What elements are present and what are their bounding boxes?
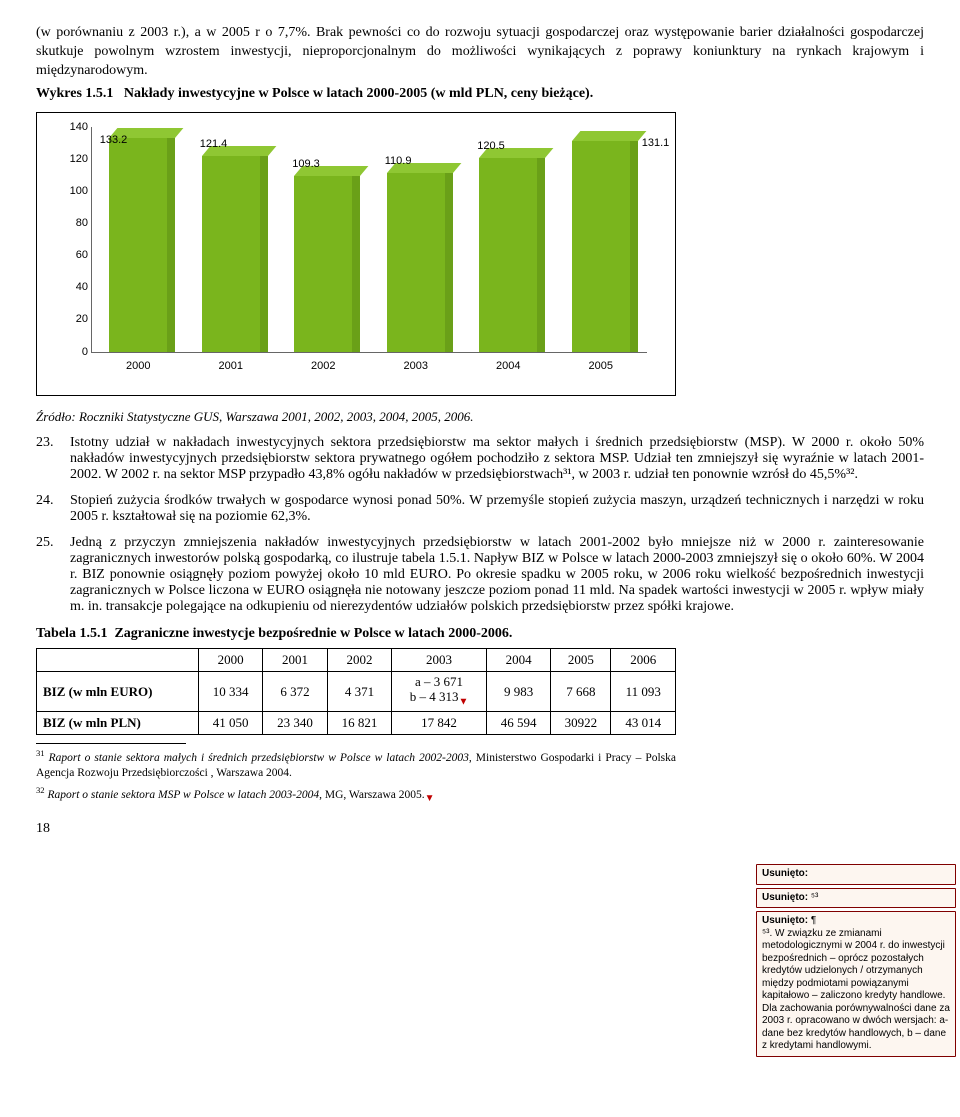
table-title-text: Zagraniczne inwestycje bezpośrednie w Po… <box>114 626 512 641</box>
biz-table: 2000200120022003200420052006BIZ (w mln E… <box>36 648 676 735</box>
table-cell: BIZ (w mln EURO) <box>37 672 199 712</box>
table-cell: 9 983 <box>486 672 550 712</box>
bar: 2001 <box>202 156 260 351</box>
y-tick: 80 <box>64 217 88 229</box>
item-number: 24. <box>36 493 70 525</box>
table-cell: 7 668 <box>551 672 611 712</box>
footnote: 32 Raport o stanie sektora MSP w Polsce … <box>36 785 676 805</box>
intro-paragraph: (w porównaniu z 2003 r.), a w 2005 r o 7… <box>36 24 924 81</box>
y-tick: 20 <box>64 313 88 325</box>
table-cell: 30922 <box>551 712 611 735</box>
value-label: 131.1 <box>642 137 702 149</box>
table-cell: 23 340 <box>263 712 327 735</box>
table-row: BIZ (w mln PLN)41 05023 34016 82117 8424… <box>37 712 676 735</box>
table-cell: 10 334 <box>198 672 262 712</box>
chart-title: Nakłady inwestycyjne w Polsce w latach 2… <box>124 86 593 101</box>
item-number: 25. <box>36 535 70 615</box>
x-label: 2000 <box>109 360 167 372</box>
page-number: 18 <box>36 821 924 837</box>
table-header-cell: 2000 <box>198 649 262 672</box>
x-label: 2003 <box>387 360 445 372</box>
chart-container: 0204060801001201402000133.22001121.42002… <box>36 112 676 396</box>
numbered-paragraphs: 23.Istotny udział w nakładach inwestycyj… <box>36 435 924 615</box>
comment-header: Usunięto: <box>762 892 808 903</box>
comment-body: ¶⁵³. W związku ze zmianami metodologiczn… <box>762 915 950 1051</box>
table-row: BIZ (w mln EURO)10 3346 3724 371a – 3 67… <box>37 672 676 712</box>
value-label: 121.4 <box>200 138 260 150</box>
chart-source: Źródło: Roczniki Statystyczne GUS, Warsz… <box>36 408 924 426</box>
comment-header: Usunięto: <box>762 868 808 879</box>
y-tick: 40 <box>64 281 88 293</box>
table-cell: 43 014 <box>611 712 676 735</box>
item-number: 23. <box>36 435 70 483</box>
item-text: Istotny udział w nakładach inwestycyjnyc… <box>70 435 924 483</box>
footnote-rule <box>36 743 186 744</box>
comment-balloon: Usunięto: ¶⁵³. W związku ze zmianami met… <box>756 911 956 1057</box>
comment-header: Usunięto: <box>762 915 808 926</box>
comment-balloon: Usunięto: ⁵³ <box>756 888 956 909</box>
bar: 2003 <box>387 173 445 351</box>
table-cell: 4 371 <box>327 672 391 712</box>
footnote: 31 Raport o stanie sektora małych i śred… <box>36 748 676 781</box>
x-label: 2005 <box>572 360 630 372</box>
table-cell: BIZ (w mln PLN) <box>37 712 199 735</box>
footnotes: 31 Raport o stanie sektora małych i śred… <box>36 748 924 805</box>
table-caption: Tabela 1.5.1 Zagraniczne inwestycje bezp… <box>36 625 924 644</box>
table-header-cell: 2004 <box>486 649 550 672</box>
table-header-cell <box>37 649 199 672</box>
value-label: 120.5 <box>477 140 537 152</box>
chart-caption: Wykres 1.5.1 Nakłady inwestycyjne w Pols… <box>36 85 924 104</box>
y-tick: 140 <box>64 121 88 133</box>
bar-chart: 0204060801001201402000133.22001121.42002… <box>63 127 657 377</box>
table-label: Tabela 1.5.1 <box>36 626 107 641</box>
item-text: Jedną z przyczyn zmniejszenia nakładów i… <box>70 535 924 615</box>
x-label: 2004 <box>479 360 537 372</box>
bar: 2000 <box>109 138 167 352</box>
list-item: 24.Stopień zużycia środków trwałych w go… <box>36 493 924 525</box>
x-label: 2002 <box>294 360 352 372</box>
value-label: 133.2 <box>67 134 127 146</box>
review-comments: Usunięto:Usunięto: ⁵³Usunięto: ¶⁵³. W zw… <box>756 864 956 1060</box>
bar: 2004 <box>479 158 537 352</box>
table-header-cell: 2002 <box>327 649 391 672</box>
x-label: 2001 <box>202 360 260 372</box>
table-cell: 11 093 <box>611 672 676 712</box>
table-cell: 17 842 <box>392 712 487 735</box>
table-cell: 6 372 <box>263 672 327 712</box>
comment-balloon: Usunięto: <box>756 864 956 885</box>
table-header-cell: 2005 <box>551 649 611 672</box>
table-cell: 41 050 <box>198 712 262 735</box>
item-text: Stopień zużycia środków trwałych w gospo… <box>70 493 924 525</box>
y-tick: 100 <box>64 185 88 197</box>
table-header-cell: 2001 <box>263 649 327 672</box>
table-cell: 46 594 <box>486 712 550 735</box>
table-cell: 16 821 <box>327 712 391 735</box>
table-header-cell: 2006 <box>611 649 676 672</box>
list-item: 25.Jedną z przyczyn zmniejszenia nakładó… <box>36 535 924 615</box>
bar: 2005 <box>572 141 630 352</box>
y-tick: 0 <box>64 346 88 358</box>
comment-body: ⁵³ <box>808 892 818 903</box>
y-tick: 120 <box>64 153 88 165</box>
chart-label: Wykres 1.5.1 <box>36 86 113 101</box>
table-header-cell: 2003 <box>392 649 487 672</box>
list-item: 23.Istotny udział w nakładach inwestycyj… <box>36 435 924 483</box>
value-label: 110.9 <box>385 155 445 167</box>
y-tick: 60 <box>64 249 88 261</box>
bar: 2002 <box>294 176 352 352</box>
value-label: 109.3 <box>292 158 352 170</box>
table-cell: a – 3 671b – 4 313▼ <box>392 672 487 712</box>
